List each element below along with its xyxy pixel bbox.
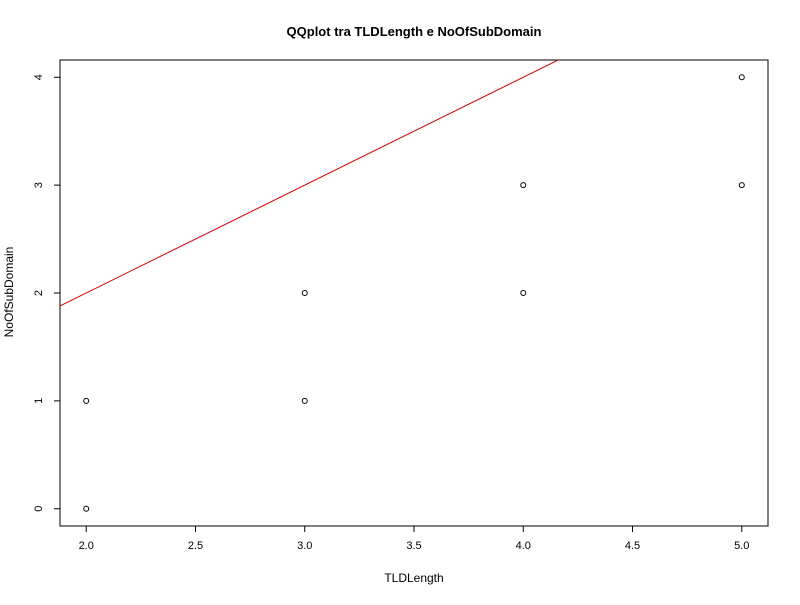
y-axis: 0 1 2 3 4 xyxy=(33,74,60,512)
data-point xyxy=(301,290,308,296)
x-axis: 2.0 2.5 3.0 3.5 4.0 4.5 5.0 xyxy=(79,526,749,552)
y-axis-label: NoOfSubDomain xyxy=(2,247,16,338)
data-point xyxy=(738,74,745,81)
y-tick-label: 0 xyxy=(33,506,45,512)
x-tick-label: 3.5 xyxy=(406,540,421,552)
x-tick-label: 2.0 xyxy=(79,540,94,552)
data-point xyxy=(520,290,527,296)
x-axis-label: TLDLength xyxy=(384,571,443,585)
data-points xyxy=(83,74,745,512)
x-tick-label: 5.0 xyxy=(734,540,749,552)
y-tick-label: 4 xyxy=(33,74,45,80)
data-point xyxy=(83,397,90,404)
data-point xyxy=(83,505,90,512)
y-tick-label: 3 xyxy=(33,182,45,188)
x-tick-label: 3.0 xyxy=(297,540,312,552)
data-point xyxy=(520,182,527,189)
reference-line xyxy=(60,60,560,307)
data-point xyxy=(738,182,745,189)
x-tick-label: 4.0 xyxy=(516,540,531,552)
plot-area: 2.0 2.5 3.0 3.5 4.0 4.5 5.0 0 1 2 3 4 xyxy=(33,59,769,552)
x-tick-label: 4.5 xyxy=(625,540,640,552)
x-tick-label: 2.5 xyxy=(188,540,203,552)
plot-frame xyxy=(59,59,769,527)
chart-title: QQplot tra TLDLength e NoOfSubDomain xyxy=(287,24,542,39)
y-tick-label: 2 xyxy=(33,290,45,296)
data-point xyxy=(301,397,308,404)
y-tick-label: 1 xyxy=(33,398,45,404)
